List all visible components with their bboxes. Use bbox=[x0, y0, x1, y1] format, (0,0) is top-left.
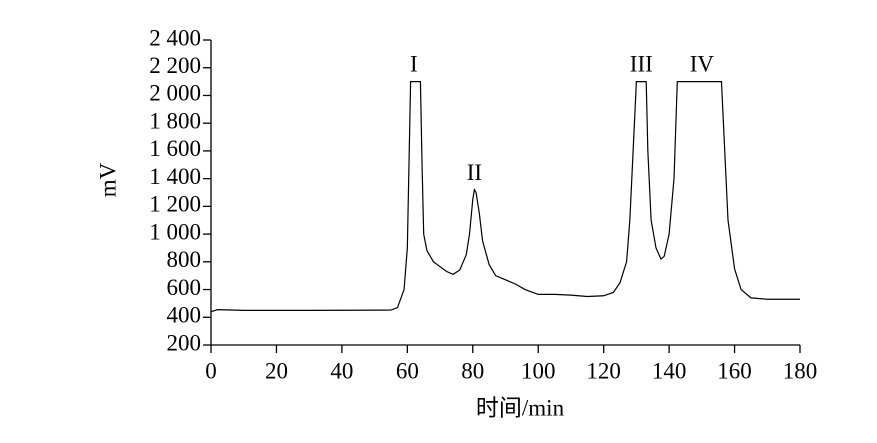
x-tick-label: 120 bbox=[586, 358, 621, 383]
y-tick-label: 1 800 bbox=[149, 108, 201, 133]
y-tick-label: 600 bbox=[167, 275, 202, 300]
x-tick-label: 140 bbox=[652, 358, 687, 383]
peak-label: III bbox=[630, 52, 653, 77]
x-tick-label: 20 bbox=[265, 358, 288, 383]
y-tick-label: 1 200 bbox=[149, 192, 201, 217]
y-tick-label: 400 bbox=[167, 303, 202, 328]
trace-line bbox=[210, 80, 800, 313]
x-axis-label: 时间/min bbox=[476, 395, 565, 420]
peak-label: II bbox=[467, 160, 482, 185]
y-axis-label: mV bbox=[95, 162, 120, 197]
x-tick-label: 160 bbox=[717, 358, 752, 383]
x-tick-label: 60 bbox=[396, 358, 419, 383]
y-tick-label: 800 bbox=[167, 247, 202, 272]
y-tick-label: 1 600 bbox=[149, 136, 201, 161]
y-tick-label: 2 200 bbox=[149, 53, 201, 78]
peak-label: IV bbox=[690, 52, 715, 77]
y-tick-label: 200 bbox=[167, 330, 202, 355]
y-tick-label: 1 400 bbox=[149, 164, 201, 189]
x-tick-label: 40 bbox=[330, 358, 353, 383]
y-tick-label: 1 000 bbox=[149, 219, 201, 244]
y-tick-label: 2 000 bbox=[149, 81, 201, 106]
y-tick-label: 2 400 bbox=[149, 25, 201, 50]
peak-label: I bbox=[410, 52, 418, 77]
x-tick-label: 100 bbox=[521, 358, 556, 383]
x-tick-label: 180 bbox=[783, 358, 818, 383]
x-tick-label: 80 bbox=[461, 358, 484, 383]
x-tick-label: 0 bbox=[205, 358, 217, 383]
